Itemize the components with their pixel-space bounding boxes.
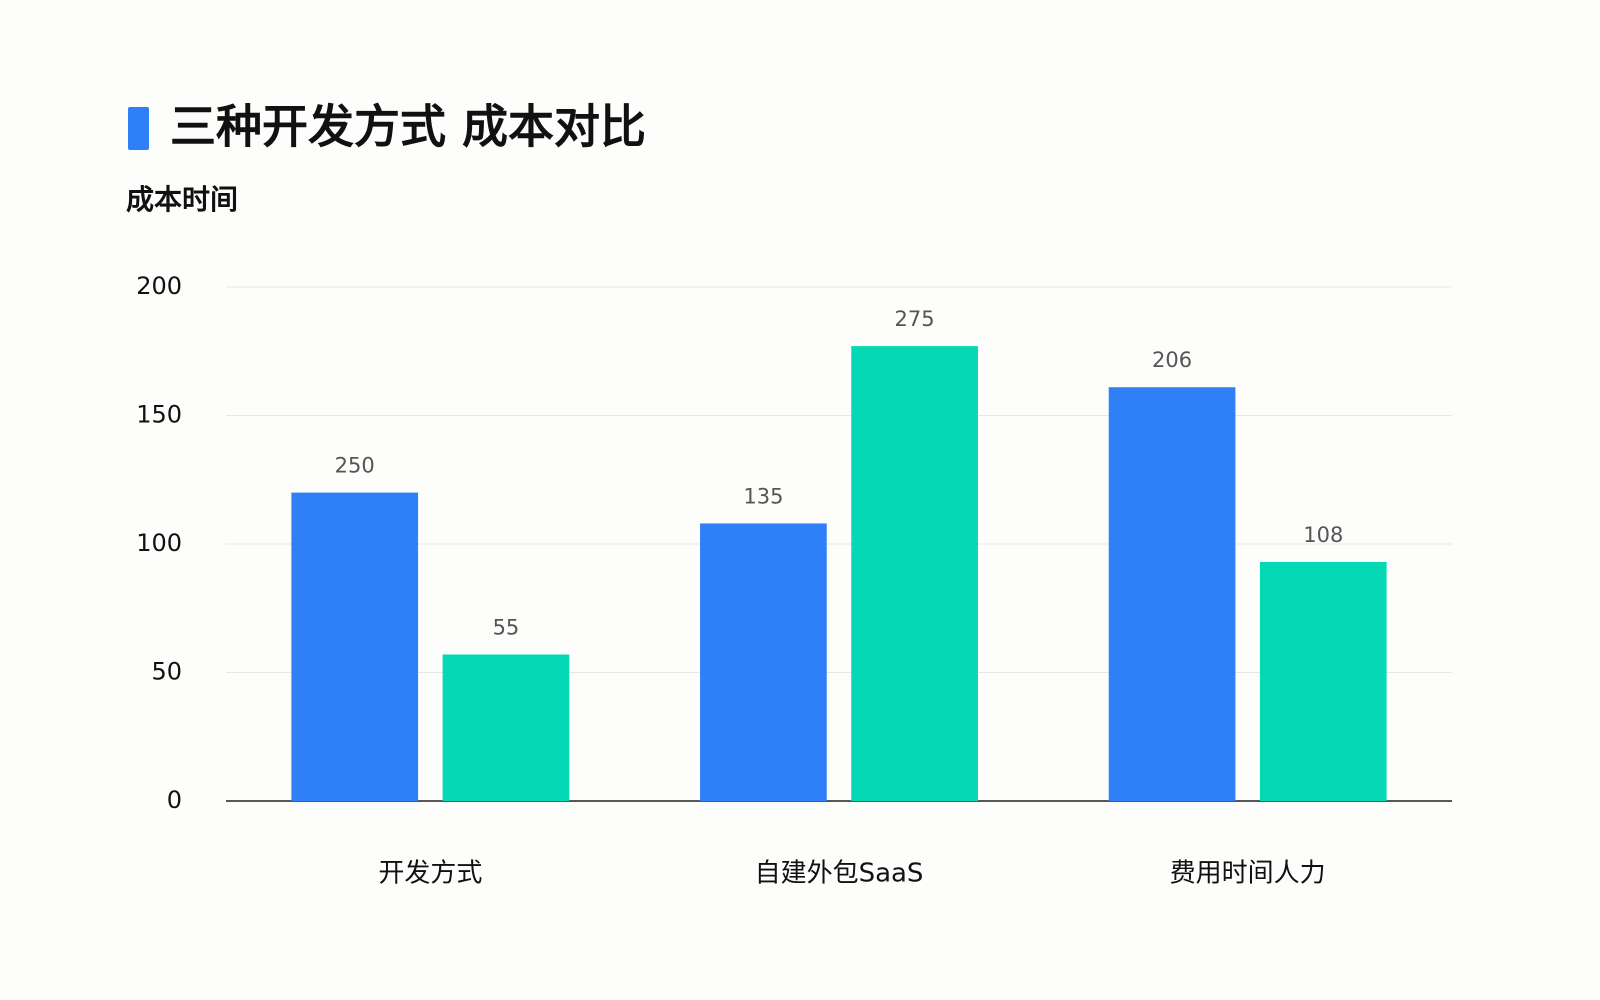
y-tick-label: 200 — [136, 272, 182, 300]
bar-annotation: 55 — [493, 616, 520, 640]
x-tick-label: 费用时间人力 — [1170, 859, 1326, 889]
bar-annotation: 275 — [895, 307, 935, 331]
bar-annotation: 135 — [743, 484, 783, 508]
y-tick-label: 100 — [136, 529, 182, 557]
bar — [1108, 387, 1236, 801]
bar-annotation: 206 — [1152, 348, 1192, 372]
bar-annotation: 108 — [1303, 523, 1343, 547]
y-tick-label: 150 — [136, 401, 182, 429]
bar-annotation: 250 — [335, 454, 375, 478]
bar — [442, 654, 570, 801]
y-axis-label: 成本时间 — [126, 183, 238, 216]
y-tick-label: 0 — [167, 786, 182, 814]
x-tick-label: 自建外包SaaS — [755, 859, 924, 889]
x-tick-label: 开发方式 — [378, 859, 482, 889]
y-tick-label: 50 — [151, 658, 182, 686]
chart-title: 三种开发方式 成本对比 — [170, 100, 646, 154]
title-marker — [128, 107, 149, 150]
bar — [700, 523, 827, 801]
bar — [851, 346, 978, 801]
bar — [291, 492, 419, 801]
bar — [1259, 561, 1387, 801]
